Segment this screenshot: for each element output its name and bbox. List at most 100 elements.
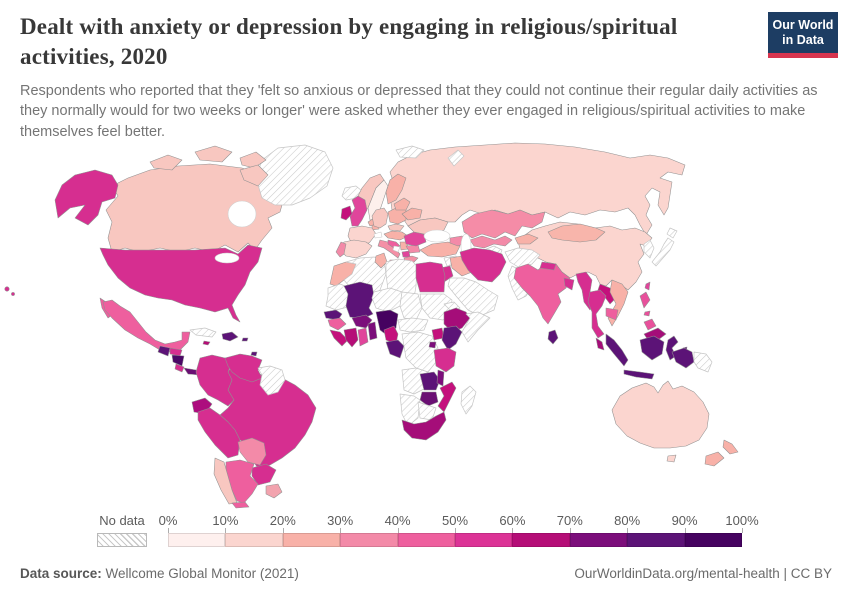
country-tierra-del-fuego[interactable] [231,501,250,509]
country-indonesia-java[interactable] [623,369,655,380]
country-iran[interactable] [459,247,507,283]
country-nicaragua[interactable] [171,354,185,367]
legend-bin[interactable] [397,533,455,547]
country-alaska[interactable] [54,169,119,226]
country-tasmania[interactable] [666,454,677,463]
country-hawaii[interactable] [11,292,15,296]
legend-bin[interactable] [282,533,341,547]
country-zambia[interactable] [419,371,441,391]
legend-bin[interactable] [627,533,685,547]
country-botswana[interactable] [417,401,437,421]
country-belarus[interactable] [401,207,423,221]
country-poland[interactable] [387,207,407,225]
legend-bin[interactable] [225,533,283,547]
country-trinidad[interactable] [250,351,258,357]
country-novaya-zemlya[interactable] [447,149,465,167]
country-libya[interactable] [385,258,418,299]
country-canada-arctic[interactable] [149,154,183,171]
country-new-zealand-north[interactable] [722,439,739,455]
country-cuba[interactable] [189,327,217,338]
country-madagascar[interactable] [460,385,477,415]
country-namibia[interactable] [399,393,421,427]
country-niger[interactable] [371,287,403,313]
country-bosnia[interactable] [392,245,401,253]
country-canada-baffin[interactable] [239,164,269,187]
country-hispaniola[interactable] [221,331,239,342]
country-zimbabwe[interactable] [419,391,439,407]
country-puerto-rico[interactable] [241,337,249,342]
country-cote-divoire[interactable] [343,327,359,348]
country-mozambique[interactable] [437,381,457,413]
country-indonesia-papua[interactable] [671,347,695,369]
country-costa-rica[interactable] [174,363,185,373]
country-indonesia-kalimantan[interactable] [639,335,665,361]
country-baltics[interactable] [393,197,411,211]
country-cameroon[interactable] [383,325,399,345]
country-gabon-congo[interactable] [385,339,405,359]
country-bolivia[interactable] [237,437,267,466]
country-canada-arctic[interactable] [194,145,233,163]
country-united-kingdom[interactable] [349,195,368,227]
country-tanzania[interactable] [433,347,457,373]
country-albania[interactable] [401,250,411,258]
country-tunisia[interactable] [374,252,388,269]
legend-bin[interactable] [340,533,398,547]
country-malaysia-peninsular[interactable] [595,337,605,351]
country-dr-congo[interactable] [401,331,439,373]
legend-bin[interactable] [569,533,628,547]
country-uzbekistan[interactable] [469,235,513,249]
country-svalbard[interactable] [395,145,425,159]
country-finland[interactable] [385,173,407,205]
country-mongolia[interactable] [547,223,606,243]
country-new-zealand-south[interactable] [704,451,725,467]
country-philippines-visayas[interactable] [643,310,651,317]
country-sierra-leone-liberia[interactable] [329,329,349,347]
country-senegal[interactable] [323,309,343,321]
country-sri-lanka[interactable] [547,329,559,345]
country-paraguay[interactable] [251,463,277,486]
country-afghanistan[interactable] [504,247,541,269]
country-central-african-republic[interactable] [397,317,429,333]
owid-attribution-link[interactable]: OurWorldinData.org/mental-health | CC BY [574,566,832,581]
country-chad[interactable] [399,291,423,321]
country-guatemala[interactable] [157,345,171,357]
country-canada-arctic[interactable] [239,151,267,169]
country-papua-new-guinea[interactable] [693,351,713,373]
legend-bin[interactable] [684,533,742,547]
country-somalia[interactable] [461,311,491,343]
country-taiwan[interactable] [644,281,651,291]
country-portugal[interactable] [335,241,347,258]
country-uruguay[interactable] [265,483,283,499]
country-turkey[interactable] [419,241,461,258]
country-kyrgyzstan-tajikistan[interactable] [514,233,539,245]
country-togo-benin[interactable] [367,321,378,341]
country-mexico[interactable] [102,299,191,353]
country-guyanas[interactable] [257,365,286,396]
owid-logo[interactable]: Our World in Data [768,12,838,58]
country-cambodia[interactable] [605,307,619,321]
country-russia[interactable] [389,142,686,236]
country-hawaii[interactable] [4,286,10,292]
country-mali[interactable] [343,281,375,320]
country-rwanda-burundi[interactable] [428,341,437,349]
country-philippines-mindanao[interactable] [643,318,657,331]
country-jamaica[interactable] [202,340,211,346]
legend-bin[interactable] [512,533,570,547]
country-japan[interactable] [651,237,675,267]
country-indonesia-sumatra[interactable] [605,333,629,367]
legend-bin[interactable] [168,533,226,547]
legend-no-data-swatch[interactable] [97,533,147,547]
country-japan-hokkaido[interactable] [666,227,678,239]
country-ghana[interactable] [357,327,369,347]
country-philippines-luzon[interactable] [639,291,651,309]
country-laos[interactable] [597,283,617,305]
country-ethiopia[interactable] [443,307,471,333]
country-thailand[interactable] [587,289,607,339]
country-czechia-slovakia[interactable] [387,223,405,232]
country-germany[interactable] [371,207,389,229]
country-malawi[interactable] [436,369,445,387]
country-kazakhstan[interactable] [461,209,546,239]
country-ireland[interactable] [340,205,353,221]
country-arabian-peninsula[interactable] [447,277,499,317]
country-australia[interactable] [611,380,710,449]
